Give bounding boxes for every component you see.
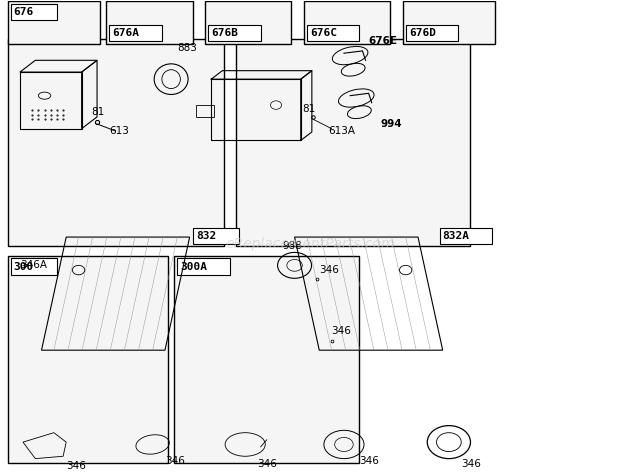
- Text: 81: 81: [303, 104, 316, 114]
- Text: 676A: 676A: [112, 28, 140, 38]
- Bar: [7, 256, 168, 463]
- Text: 676C: 676C: [310, 28, 337, 38]
- Text: 883: 883: [177, 43, 197, 53]
- Text: 676: 676: [14, 7, 34, 17]
- Bar: [402, 1, 495, 44]
- Bar: [193, 228, 239, 244]
- Bar: [7, 39, 224, 247]
- Text: 613: 613: [109, 126, 130, 136]
- Text: 346: 346: [66, 461, 86, 471]
- Bar: [208, 25, 260, 41]
- Bar: [174, 256, 360, 463]
- Text: 346: 346: [319, 265, 339, 275]
- Text: 676E: 676E: [369, 36, 397, 46]
- Text: 994: 994: [381, 119, 402, 129]
- Bar: [440, 228, 492, 244]
- Text: 81: 81: [91, 107, 104, 117]
- Text: 346: 346: [461, 459, 481, 469]
- Text: 346: 346: [360, 456, 379, 466]
- Bar: [304, 1, 390, 44]
- Bar: [196, 105, 215, 117]
- Text: 832: 832: [196, 231, 216, 241]
- Text: 832A: 832A: [443, 231, 470, 241]
- Text: 346A: 346A: [20, 260, 47, 270]
- Text: 346: 346: [257, 459, 277, 469]
- Bar: [11, 258, 57, 275]
- Bar: [11, 4, 57, 20]
- Text: 300A: 300A: [180, 262, 207, 272]
- Bar: [205, 1, 291, 44]
- Bar: [7, 1, 100, 44]
- Text: 676D: 676D: [409, 28, 436, 38]
- Text: 676B: 676B: [211, 28, 238, 38]
- Text: 988: 988: [282, 241, 302, 251]
- Bar: [109, 25, 162, 41]
- Text: 300: 300: [14, 262, 34, 272]
- Text: 346: 346: [165, 456, 185, 466]
- Text: 613A: 613A: [329, 126, 355, 136]
- Text: eReplacementParts.com: eReplacementParts.com: [225, 237, 395, 251]
- Bar: [307, 25, 360, 41]
- Text: 346: 346: [332, 326, 352, 336]
- Bar: [405, 25, 458, 41]
- Bar: [177, 258, 230, 275]
- Bar: [106, 1, 193, 44]
- Bar: [236, 39, 471, 247]
- Bar: [211, 79, 301, 141]
